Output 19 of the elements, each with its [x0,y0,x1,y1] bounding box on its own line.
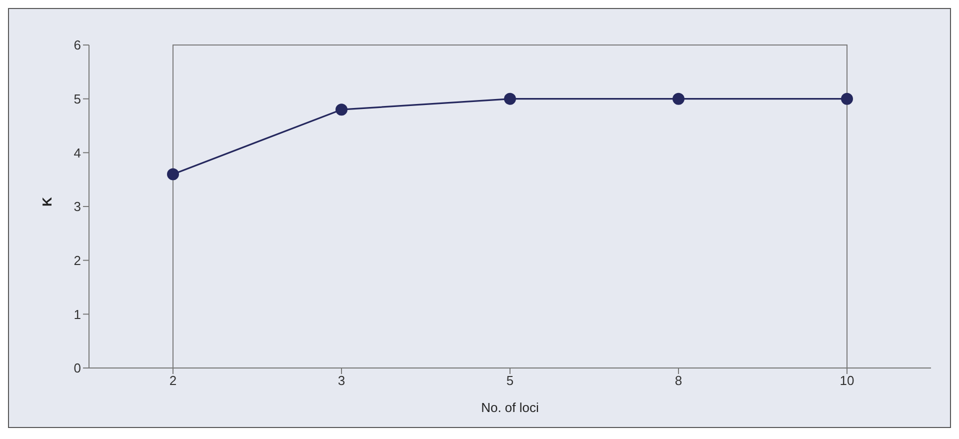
y-tick-label: 4 [74,145,81,160]
point [841,92,853,105]
x-tick-label: 10 [840,373,854,388]
y-axis-title: K [40,196,55,206]
x-tick-label: 5 [506,373,514,388]
y-tick-label: 3 [74,199,81,214]
y-tick-label: 2 [74,252,81,268]
y-tick-label: 6 [74,38,81,53]
x-tick-label: 8 [674,373,682,388]
point [167,168,179,180]
point [672,92,684,105]
x-axis-title: No. of loci [481,400,540,415]
x-tick-label: 3 [338,373,346,388]
y-tick-label: 0 [74,360,81,376]
point [504,92,516,105]
y-tick-label: 5 [74,91,81,106]
point [336,104,348,116]
y-tick-label: 1 [74,306,81,322]
x-tick-label: 2 [169,373,177,388]
